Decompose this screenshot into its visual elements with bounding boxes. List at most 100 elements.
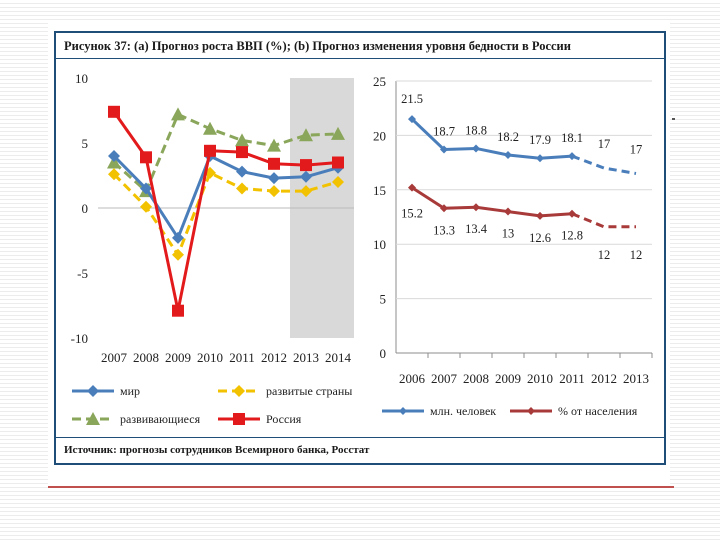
slide-dot bbox=[672, 118, 675, 120]
point-developed bbox=[108, 168, 120, 181]
legend-marker-millions bbox=[399, 407, 407, 415]
point-developed bbox=[268, 185, 280, 198]
point-developing bbox=[203, 121, 217, 135]
x-tick-label: 2010 bbox=[197, 350, 223, 365]
point-world bbox=[236, 165, 248, 178]
y-tick-label: -10 bbox=[71, 331, 88, 346]
legend-label-developed: развитые страны bbox=[266, 384, 352, 398]
point-developed bbox=[204, 166, 216, 179]
x-tick-label: 2007 bbox=[101, 350, 128, 365]
series-line-percent bbox=[411, 186, 573, 218]
point-russia bbox=[172, 304, 184, 317]
data-label-millions: 18.2 bbox=[497, 130, 519, 144]
point-percent bbox=[440, 204, 448, 213]
point-developed bbox=[172, 248, 184, 261]
point-russia bbox=[204, 144, 216, 157]
legend-label-world: мир bbox=[120, 384, 140, 398]
point-developing bbox=[235, 133, 249, 147]
point-developing bbox=[171, 107, 185, 121]
data-label-millions: 18.7 bbox=[433, 125, 455, 139]
x-tick-label: 2007 bbox=[431, 371, 458, 386]
figure-frame: Рисунок 37: (a) Прогноз роста ВВП (%); (… bbox=[54, 31, 666, 465]
point-russia bbox=[268, 157, 280, 170]
data-label-percent: 15.2 bbox=[401, 207, 423, 221]
x-tick-label: 2012 bbox=[591, 371, 617, 386]
source-divider bbox=[56, 437, 664, 438]
poverty-chart: 25 20 15 10 5 0 2006 2007 2008 2009 2010 2011 2012 20… bbox=[373, 74, 653, 418]
x-tick-label: 2012 bbox=[261, 350, 287, 365]
y-tick-label: 5 bbox=[380, 292, 387, 307]
point-developing bbox=[299, 128, 313, 142]
point-russia bbox=[140, 151, 152, 164]
x-tick-label: 2009 bbox=[495, 371, 521, 386]
x-tick-label: 2013 bbox=[623, 371, 649, 386]
title-divider bbox=[56, 58, 664, 59]
data-label-percent: 12.6 bbox=[529, 231, 551, 245]
point-millions bbox=[440, 145, 448, 154]
x-tick-label: 2008 bbox=[133, 350, 159, 365]
gdp-growth-chart: 10 5 0 -5 -10 2007 2008 2009 2010 2011 2012 2013 201… bbox=[71, 71, 354, 426]
point-percent bbox=[472, 203, 480, 212]
point-world bbox=[172, 231, 184, 244]
data-label-percent: 13.3 bbox=[433, 223, 455, 237]
slide-bottom-rule bbox=[48, 486, 674, 488]
x-tick-label: 2014 bbox=[325, 350, 352, 365]
legend-marker-russia bbox=[233, 413, 245, 425]
point-percent bbox=[504, 207, 512, 216]
data-label-percent: 13 bbox=[502, 227, 515, 241]
data-label-percent: 12 bbox=[630, 248, 643, 262]
x-tick-label: 2011 bbox=[559, 371, 585, 386]
point-developing bbox=[331, 126, 345, 140]
point-percent bbox=[536, 211, 544, 220]
data-label-millions: 17 bbox=[598, 137, 611, 151]
x-tick-label: 2011 bbox=[229, 350, 255, 365]
data-label-millions: 18.8 bbox=[465, 123, 487, 137]
data-label-percent: 13.4 bbox=[465, 222, 488, 236]
point-developed bbox=[236, 182, 248, 195]
point-millions bbox=[568, 152, 576, 161]
data-label-percent: 12 bbox=[598, 248, 611, 262]
legend-marker-world bbox=[87, 385, 99, 397]
point-millions bbox=[536, 154, 544, 163]
y-tick-label: 0 bbox=[380, 346, 387, 361]
data-label-millions: 17 bbox=[630, 142, 643, 156]
data-label-millions: 17.9 bbox=[529, 133, 551, 147]
figure-source: Источник: прогнозы сотрудников Всемирног… bbox=[64, 444, 370, 456]
y-tick-label: 10 bbox=[75, 71, 88, 86]
point-developing bbox=[267, 138, 281, 152]
point-world bbox=[268, 172, 280, 185]
point-millions bbox=[472, 144, 480, 153]
legend-label-percent: % от населения bbox=[558, 404, 638, 418]
data-label-percent: 12.8 bbox=[561, 229, 583, 243]
y-tick-label: 15 bbox=[373, 183, 386, 198]
data-label-millions: 18.1 bbox=[561, 131, 583, 145]
data-label-millions: 21.5 bbox=[401, 92, 423, 106]
x-tick-label: 2010 bbox=[527, 371, 553, 386]
series-forecast-percent bbox=[571, 212, 636, 229]
y-tick-label: 10 bbox=[373, 237, 386, 252]
point-russia bbox=[108, 105, 120, 118]
legend-label-russia: Россия bbox=[266, 412, 302, 426]
y-tick-label: 5 bbox=[82, 136, 89, 151]
point-world bbox=[300, 170, 312, 183]
point-percent bbox=[568, 209, 576, 218]
y-tick-label: 0 bbox=[82, 201, 89, 216]
series-line-millions bbox=[410, 117, 573, 160]
point-developed bbox=[300, 185, 312, 198]
point-russia bbox=[332, 156, 344, 169]
point-millions bbox=[408, 115, 416, 124]
y-tick-label: 20 bbox=[373, 128, 386, 143]
legend-label-developing: развивающиеся bbox=[120, 412, 201, 426]
series-forecast-millions bbox=[571, 154, 637, 175]
x-tick-label: 2006 bbox=[399, 371, 426, 386]
point-millions bbox=[504, 150, 512, 159]
y-tick-label: -5 bbox=[77, 266, 88, 281]
x-tick-label: 2008 bbox=[463, 371, 489, 386]
point-russia bbox=[236, 146, 248, 159]
point-percent bbox=[408, 183, 416, 192]
point-russia bbox=[300, 159, 312, 172]
legend-marker-developed bbox=[233, 385, 245, 397]
point-world bbox=[140, 182, 152, 195]
legend-label-millions: млн. человек bbox=[430, 404, 496, 418]
y-tick-label: 25 bbox=[373, 74, 386, 89]
